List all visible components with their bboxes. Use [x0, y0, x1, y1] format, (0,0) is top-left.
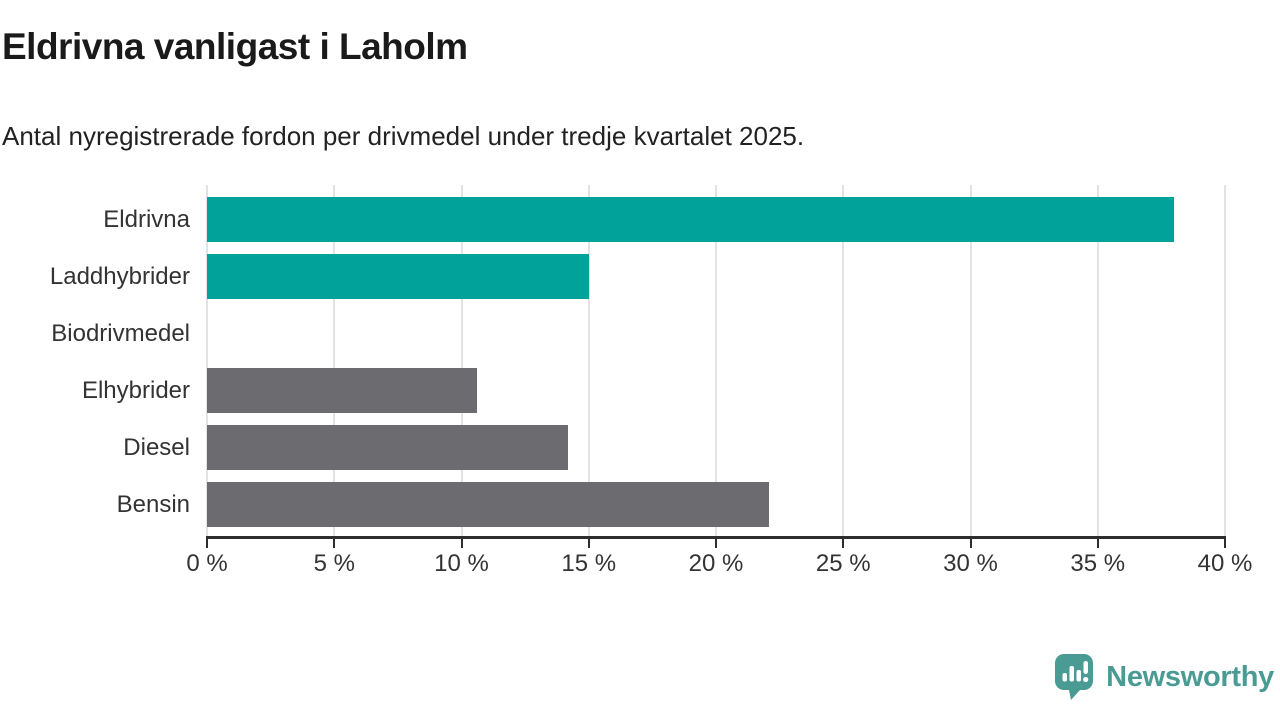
x-axis-tick — [1096, 539, 1099, 548]
gridline — [460, 185, 463, 537]
bar-elhybrider — [207, 368, 477, 413]
bar-diesel — [207, 425, 569, 470]
x-axis-tick-label: 30 % — [943, 550, 998, 577]
x-axis-tick — [842, 539, 845, 548]
category-label: Diesel — [123, 433, 190, 461]
x-axis-tick-label: 35 % — [1070, 550, 1126, 577]
x-axis-tick-label: 15 % — [561, 550, 617, 577]
gridline — [333, 185, 336, 537]
gridline — [1096, 185, 1099, 537]
x-axis-tick-label: 0 % — [186, 550, 228, 577]
gridline — [715, 185, 717, 537]
y-axis-labels: Eldrivna Laddhybrider Biodrivmedel Elhybrid… — [0, 185, 190, 537]
bar-eldrivna — [207, 197, 1175, 242]
x-axis-tick — [587, 539, 590, 548]
chart-subtitle: Antal nyregistrerade fordon per drivmede… — [2, 121, 805, 151]
plot-area — [206, 185, 1226, 537]
gridline — [1224, 185, 1226, 537]
category-label: Eldrivna — [103, 205, 190, 233]
x-axis-tick-label: 40 % — [1197, 550, 1253, 577]
newsworthy-logo: Newsworthy — [1055, 654, 1274, 700]
category-label: Biodrivmedel — [51, 319, 190, 347]
chart-title: Eldrivna vanligast i Laholm — [2, 26, 468, 67]
category-label: Laddhybrider — [49, 262, 190, 290]
newsworthy-logo-text: Newsworthy — [1106, 660, 1274, 693]
x-axis-tick — [206, 539, 208, 548]
gridline — [587, 185, 590, 537]
newsworthy-logo-icon — [1055, 654, 1094, 700]
category-label: Bensin — [116, 490, 190, 518]
x-axis-line — [206, 536, 1226, 539]
x-axis-tick-label: 10 % — [434, 550, 489, 577]
bar-bensin — [207, 482, 770, 527]
bar-laddhybrider — [207, 254, 589, 299]
x-axis-tick — [969, 539, 972, 548]
gridline — [206, 185, 208, 537]
gridline — [969, 185, 972, 537]
x-axis-tick — [333, 539, 336, 548]
x-axis-tick-label: 25 % — [815, 550, 871, 577]
x-axis-tick — [460, 539, 463, 548]
x-axis-tick — [1224, 539, 1226, 548]
x-axis-tick-label: 20 % — [688, 550, 744, 577]
gridline — [842, 185, 845, 537]
category-label: Elhybrider — [81, 376, 190, 404]
x-axis-tick-label: 5 % — [313, 550, 355, 577]
x-axis-tick — [715, 539, 717, 548]
